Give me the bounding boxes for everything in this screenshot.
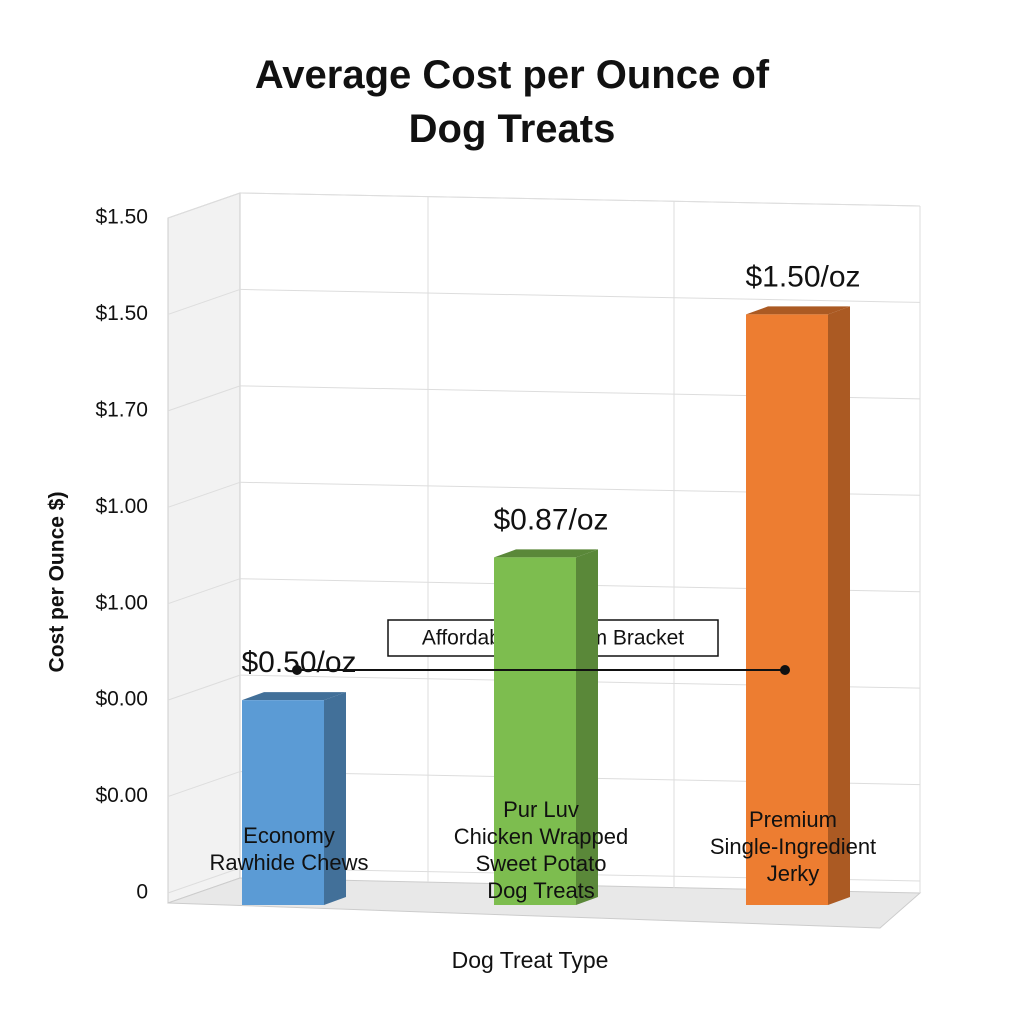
grid-line [167,674,241,701]
bar [242,700,324,905]
grid-line [167,771,241,798]
y-tick-label: $1.00 [95,591,148,614]
bar-top [494,549,598,558]
bar [494,557,576,905]
value-label: $1.50/oz [745,260,860,293]
bar-side [576,549,598,905]
y-tick-label: $0.00 [95,784,148,807]
y-tick-label: 0 [136,881,148,904]
y-tick-label: $0.00 [95,688,148,711]
grid-line [167,867,241,894]
grid-line [167,481,241,508]
annotation-dot [780,665,790,675]
bar-top [746,306,850,315]
x-tick-label: Pur Luv Chicken Wrapped Sweet Potato Dog… [453,797,629,903]
grid-line [239,192,921,207]
grid-line [167,385,241,412]
bar-side [828,306,850,905]
x-tick-label: Premium Single-Ingredient Jerky [709,807,877,886]
value-label: $0.87/oz [493,503,608,536]
side-wall [167,192,241,904]
annotation-dot [292,665,302,675]
grid-line [167,288,241,315]
y-tick-label: $1.00 [95,495,148,518]
y-axis-title: Cost per Ounce $) [46,492,69,673]
bar [746,314,828,905]
grid-line [167,192,241,219]
x-tick-label: Economy Rawhide Chews [209,823,369,875]
y-tick-label: $1.50 [95,302,148,325]
grid-line [239,288,921,303]
chart-title: Average Cost per Ounce of Dog Treats [254,53,770,151]
y-tick-label: $1.50 [95,206,148,229]
bar-side [324,692,346,905]
grid-line [167,578,241,605]
y-tick-label: $1.70 [95,398,148,421]
bar-top [242,692,346,701]
x-axis-title: Dog Treat Type [452,947,609,973]
